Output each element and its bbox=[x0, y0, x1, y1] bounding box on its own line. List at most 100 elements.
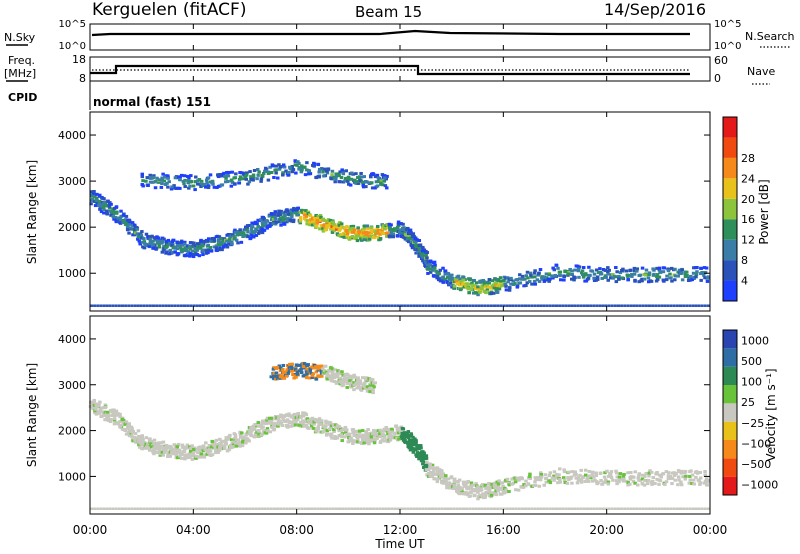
data-cell bbox=[665, 274, 669, 278]
data-cell bbox=[683, 477, 688, 481]
data-cell bbox=[470, 281, 474, 285]
data-cell bbox=[235, 304, 239, 307]
data-cell bbox=[338, 378, 343, 382]
data-cell bbox=[272, 507, 276, 510]
data-cell bbox=[403, 432, 408, 436]
data-cell bbox=[390, 304, 394, 307]
data-cell bbox=[606, 474, 611, 478]
data-cell bbox=[654, 507, 658, 510]
data-cell bbox=[505, 477, 510, 481]
data-cell bbox=[217, 448, 222, 452]
data-cell bbox=[296, 213, 301, 217]
data-cell bbox=[301, 422, 305, 426]
data-cell bbox=[140, 447, 144, 451]
data-cell bbox=[251, 425, 255, 429]
data-cell bbox=[360, 175, 364, 179]
data-cell bbox=[366, 227, 370, 231]
data-cell bbox=[324, 419, 328, 423]
data-cell bbox=[210, 439, 214, 443]
data-cell bbox=[432, 261, 436, 265]
data-cell bbox=[452, 286, 456, 290]
data-cell bbox=[243, 228, 247, 232]
data-cell bbox=[675, 507, 679, 510]
data-cell bbox=[562, 478, 567, 482]
data-cell bbox=[640, 473, 645, 477]
data-cell bbox=[177, 450, 181, 454]
data-cell bbox=[140, 436, 145, 440]
data-cell bbox=[273, 214, 278, 218]
data-cell bbox=[670, 482, 674, 486]
data-cell bbox=[358, 381, 362, 385]
data-cell bbox=[242, 436, 246, 440]
data-cell bbox=[595, 304, 599, 307]
data-cell bbox=[371, 378, 375, 382]
data-cell bbox=[375, 184, 380, 188]
data-cell bbox=[283, 419, 288, 423]
data-cell bbox=[178, 241, 182, 245]
data-cell bbox=[254, 304, 258, 307]
data-cell bbox=[337, 429, 341, 433]
data-cell bbox=[240, 444, 245, 448]
data-cell bbox=[369, 234, 373, 238]
data-cell bbox=[303, 173, 308, 177]
data-cell bbox=[214, 244, 219, 248]
data-cell bbox=[448, 275, 452, 279]
data-cell bbox=[343, 425, 348, 429]
data-cell bbox=[325, 429, 329, 433]
data-cell bbox=[268, 224, 272, 228]
data-cell bbox=[145, 507, 149, 510]
data-cell bbox=[267, 214, 272, 218]
data-cell bbox=[94, 402, 99, 406]
data-cell bbox=[98, 409, 103, 413]
data-cell bbox=[204, 507, 208, 510]
data-cell bbox=[388, 225, 392, 229]
data-cell bbox=[223, 174, 227, 178]
data-cell bbox=[329, 426, 333, 430]
data-cell bbox=[161, 453, 165, 457]
data-cell bbox=[142, 237, 146, 241]
data-cell bbox=[630, 274, 634, 278]
data-cell bbox=[214, 507, 217, 510]
data-cell bbox=[643, 474, 647, 478]
data-cell bbox=[544, 278, 549, 282]
data-cell bbox=[417, 446, 422, 450]
data-cell bbox=[114, 205, 119, 209]
data-cell bbox=[603, 274, 608, 278]
data-cell bbox=[343, 377, 348, 381]
data-cell bbox=[544, 476, 549, 480]
data-cell bbox=[340, 168, 344, 172]
data-cell bbox=[510, 477, 514, 481]
data-cell bbox=[261, 224, 265, 228]
data-cell bbox=[661, 472, 665, 476]
data-cell bbox=[679, 483, 684, 487]
data-cell bbox=[387, 507, 391, 510]
data-cell bbox=[279, 223, 283, 227]
data-cell bbox=[288, 362, 292, 366]
data-cell bbox=[657, 275, 662, 279]
data-cell bbox=[333, 436, 338, 440]
data-cell bbox=[456, 480, 460, 484]
data-cell bbox=[377, 228, 381, 232]
data-cell bbox=[362, 507, 366, 510]
data-cell bbox=[361, 383, 366, 387]
data-cell bbox=[644, 304, 648, 307]
data-cell bbox=[99, 507, 103, 510]
data-cell bbox=[296, 418, 300, 422]
data-cell bbox=[257, 507, 261, 510]
data-cell bbox=[435, 480, 440, 484]
data-cell bbox=[338, 304, 341, 307]
data-cell bbox=[274, 220, 279, 224]
data-cell bbox=[545, 507, 549, 510]
data-cell bbox=[341, 378, 346, 382]
data-cell bbox=[226, 304, 230, 307]
data-cell bbox=[496, 482, 501, 486]
data-cell bbox=[242, 171, 246, 175]
data-cell bbox=[113, 411, 117, 415]
data-cell bbox=[536, 273, 540, 277]
data-cell bbox=[404, 431, 408, 435]
data-cell bbox=[213, 446, 217, 450]
data-cell bbox=[581, 275, 586, 279]
data-cell bbox=[374, 180, 379, 184]
data-cell bbox=[456, 274, 461, 278]
